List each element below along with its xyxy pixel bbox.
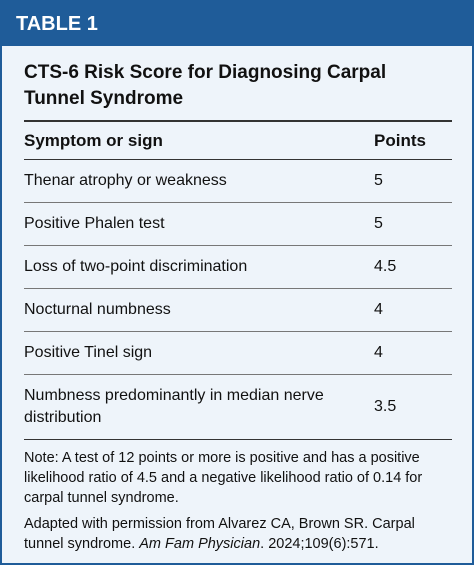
- symptom: Positive Phalen test: [24, 202, 374, 246]
- table-row: Positive Phalen test 5: [24, 202, 452, 246]
- source-text: . 2024;109(6):571.: [260, 536, 379, 552]
- points: 3.5: [374, 374, 452, 440]
- symptom: Loss of two-point discrimination: [24, 245, 374, 289]
- source: Adapted with permission from Alvarez CA,…: [24, 514, 450, 554]
- table-row: Loss of two-point discrimination 4.5: [24, 245, 452, 289]
- symptom: Nocturnal numbness: [24, 288, 374, 332]
- note: Note: A test of 12 points or more is pos…: [24, 450, 423, 506]
- table-row: Thenar atrophy or weakness 5: [24, 159, 452, 203]
- points: 4: [374, 288, 452, 332]
- points: 5: [374, 202, 452, 246]
- header-row: Symptom or sign Points: [24, 120, 452, 160]
- symptom: Numbness predominantly in median nerve d…: [24, 374, 374, 440]
- source-text: Adapted with permission from Alvarez CA,…: [24, 516, 415, 552]
- symptom: Positive Tinel sign: [24, 331, 374, 375]
- table-row: Positive Tinel sign 4: [24, 331, 452, 375]
- table-title: CTS-6 Risk Score for Diagnosing Carpal T…: [24, 62, 387, 109]
- table-label: TABLE 1: [2, 2, 472, 46]
- column-header: Points: [374, 120, 452, 160]
- points: 5: [374, 159, 452, 203]
- points: 4: [374, 331, 452, 375]
- symptom: Thenar atrophy or weakness: [24, 159, 374, 203]
- table-row: Numbness predominantly in median nerve d…: [24, 374, 452, 440]
- table-row: Nocturnal numbness 4: [24, 288, 452, 332]
- journal: Am Fam Physician: [139, 536, 261, 552]
- column-header: Symptom or sign: [24, 120, 374, 160]
- risk-table: Symptom or sign Points Thenar atrophy or…: [24, 120, 452, 440]
- points: 4.5: [374, 245, 452, 289]
